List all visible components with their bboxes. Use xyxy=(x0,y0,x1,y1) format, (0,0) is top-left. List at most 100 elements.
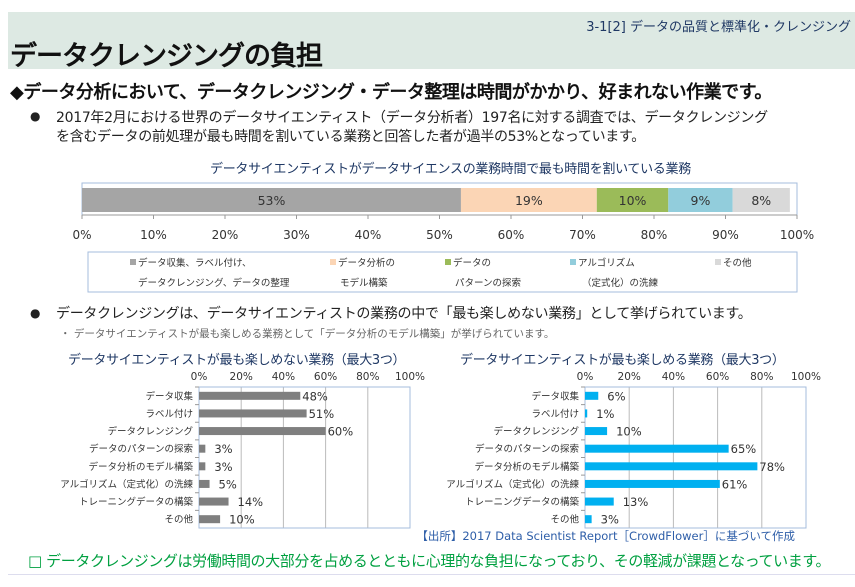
conclusion: □ データクレンジングは労働時間の大部分を占めるとともに心理的な負担になっており… xyxy=(28,552,831,570)
x-tick-label: 60% xyxy=(498,228,525,242)
x-tick-label: 60% xyxy=(314,371,337,383)
legend-swatch xyxy=(715,259,721,265)
category-label: その他 xyxy=(550,514,579,526)
bar xyxy=(199,497,229,506)
data-label: 48% xyxy=(302,389,328,403)
data-label: 61% xyxy=(722,477,748,491)
legend-swatch xyxy=(570,259,576,265)
plot-border xyxy=(584,386,807,529)
category-label: データ収集 xyxy=(145,390,193,402)
category-label: データ分析のモデル構築 xyxy=(474,461,579,473)
section-label: 3-1[2] データの品質と標準化・クレンジング xyxy=(586,20,851,35)
category-label: トレーニングデータの構築 xyxy=(465,496,580,508)
bar xyxy=(199,427,326,436)
source-note: 【出所】2017 Data Scientist Report［CrowdFlow… xyxy=(416,529,795,543)
data-label: 51% xyxy=(309,407,335,421)
x-tick-label: 40% xyxy=(662,371,685,383)
bar xyxy=(585,409,588,418)
legend-label: データ収集、ラベル付け、 xyxy=(138,257,252,269)
plot-border xyxy=(198,386,411,529)
x-tick-label: 80% xyxy=(750,371,773,383)
x-tick-label: 0% xyxy=(72,228,91,242)
bar xyxy=(199,409,307,418)
bar-segment xyxy=(732,188,790,212)
bar xyxy=(585,391,599,400)
data-label: 10% xyxy=(616,425,642,439)
data-label: 9% xyxy=(691,193,711,208)
bullet1-line1: 2017年2月における世界のデータサイエンティスト（データ分析者）197名に対す… xyxy=(56,110,768,126)
category-label: アルゴリズム（定式化）の洗練 xyxy=(60,478,193,490)
chart3-title: データサイエンティストが最も楽しめる業務（最大3つ） xyxy=(460,353,785,368)
bar-segment xyxy=(668,188,733,212)
bar xyxy=(585,479,720,488)
data-label: 1% xyxy=(596,407,614,421)
data-label: 65% xyxy=(731,442,757,456)
bullet1-line2: を含むデータの前処理が最も時間を割いている業務と回答した者が過半の53%となって… xyxy=(56,129,645,145)
stacked-bar-chart: 0% 10% 20% 30% 40% 50% 60% 70% 80% 90% 100% 53% 19% 1… xyxy=(72,182,814,293)
data-label: 8% xyxy=(751,193,771,208)
bar xyxy=(199,479,210,488)
data-label: 13% xyxy=(623,495,649,509)
x-tick-label: 70% xyxy=(569,228,596,242)
x-tick-label: 50% xyxy=(426,228,453,242)
category-label: その他 xyxy=(164,514,193,526)
x-tick-label: 100% xyxy=(395,371,425,383)
bar xyxy=(585,497,614,506)
x-tick-label: 80% xyxy=(356,371,379,383)
category-label: データクレンジング xyxy=(107,426,193,438)
category-label: データのパターンの探索 xyxy=(475,443,579,455)
bar xyxy=(585,462,758,471)
legend-swatch xyxy=(445,259,451,265)
category-label: データのパターンの探索 xyxy=(89,443,193,455)
bar xyxy=(585,444,729,453)
legend-label: データの xyxy=(453,257,491,269)
divider xyxy=(8,574,855,575)
bar xyxy=(199,444,206,453)
x-tick-label: 40% xyxy=(355,228,382,242)
category-label: アルゴリズム（定式化）の洗練 xyxy=(446,478,579,490)
legend-swatch xyxy=(330,259,336,265)
data-label: 3% xyxy=(601,513,619,527)
x-tick-label: 90% xyxy=(712,228,739,242)
data-label: 14% xyxy=(238,495,264,509)
legend-label: その他 xyxy=(723,257,752,269)
bullet2: データクレンジングは、データサイエンティストの業務の中で「最も楽しめない業務」と… xyxy=(56,306,752,322)
least-enjoyable-chart: 0% 20% 40% 60% 80% 100% データ収集 48% ラベル付け 51% データクレン… xyxy=(60,371,425,529)
chart2-title: データサイエンティストが最も楽しめない業務（最大3つ） xyxy=(68,353,406,368)
bar xyxy=(199,391,301,400)
lead-statement: ◆データ分析において、データクレンジング・データ整理は時間がかかり、好まれない作… xyxy=(10,82,772,103)
legend-label: （定式化）の洗練 xyxy=(582,277,659,289)
bullet-icon: ● xyxy=(30,306,41,320)
category-label: ラベル付け xyxy=(145,409,193,420)
page-title: データクレンジングの負担 xyxy=(10,41,323,72)
legend-label: アルゴリズム xyxy=(578,257,635,269)
x-tick-label: 80% xyxy=(641,228,668,242)
x-tick-label: 0% xyxy=(577,371,594,383)
x-tick-label: 20% xyxy=(212,228,239,242)
data-label: 10% xyxy=(619,193,647,208)
x-tick-label: 100% xyxy=(791,371,821,383)
bar xyxy=(585,427,608,436)
x-tick-label: 0% xyxy=(191,371,208,383)
data-label: 60% xyxy=(328,425,354,439)
chart1-title: データサイエンティストがデータサイエンスの業務時間で最も時間を割いている業務 xyxy=(210,162,691,177)
data-label: 53% xyxy=(258,193,286,208)
x-tick-label: 20% xyxy=(230,371,253,383)
legend-box xyxy=(87,251,798,293)
data-label: 10% xyxy=(229,513,255,527)
x-tick-label: 40% xyxy=(272,371,295,383)
legend-swatch xyxy=(130,259,136,265)
category-label: トレーニングデータの構築 xyxy=(79,496,194,508)
x-tick-label: 20% xyxy=(618,371,641,383)
bar xyxy=(585,515,592,524)
x-tick-label: 100% xyxy=(780,228,814,242)
bullet-icon: ● xyxy=(30,109,41,123)
data-label: 3% xyxy=(214,442,232,456)
bar-segment xyxy=(596,188,669,212)
legend-label: データ分析の xyxy=(338,257,395,269)
category-label: データ収集 xyxy=(531,390,579,402)
header-band xyxy=(8,12,855,69)
data-label: 3% xyxy=(214,460,232,474)
sub-bullet: ・ データサイエンティストが最も楽しめる業務として「データ分析のモデル構築」が挙… xyxy=(60,328,555,340)
